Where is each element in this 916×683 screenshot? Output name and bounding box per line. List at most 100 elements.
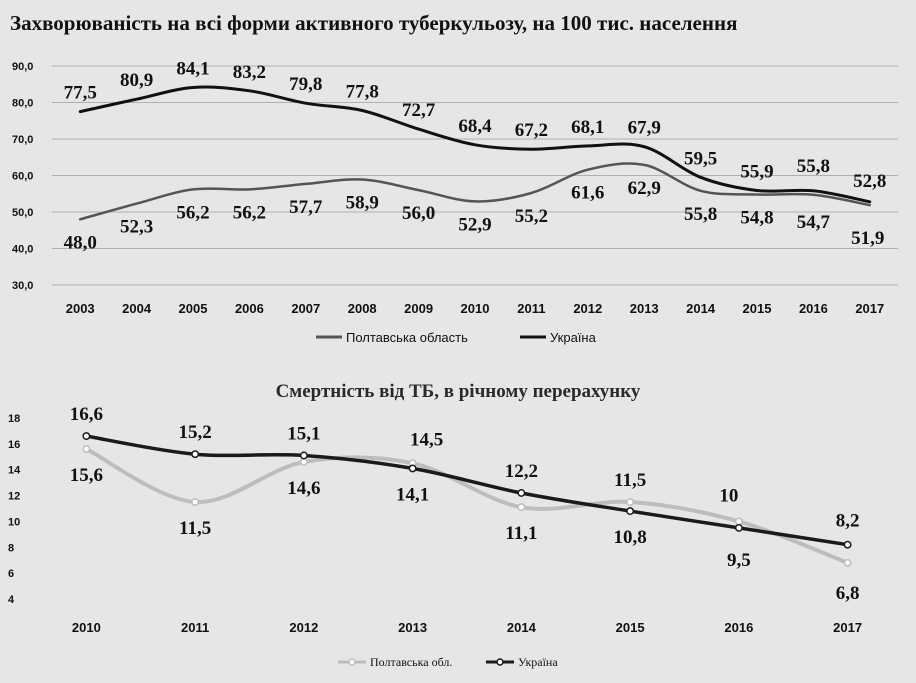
mortality-x-axis: 2010 2011 2012 2013 2014 2015 2016 2017 (72, 620, 862, 635)
legend-marker-ukraine-2 (496, 658, 504, 666)
data-label-poltava: 54,8 (740, 207, 773, 228)
series-line-ukraine (78, 85, 872, 204)
y-tick-label: 40,0 (12, 244, 33, 256)
data-label-ukraine-2: 10,8 (614, 527, 647, 548)
data-label-poltava-obl: 6,8 (836, 583, 860, 604)
data-label-poltava: 54,7 (797, 212, 831, 233)
legend-label-poltava-obl: Полтавська обл. (370, 655, 452, 669)
mortality-data-labels: 15,6 11,5 14,6 14,5 11,1 11,5 10 6,8 16,6 15,2 15,… (70, 404, 860, 604)
data-label-poltava: 48,0 (64, 232, 97, 253)
incidence-chart-title: Захворюваність на всі форми активного ту… (10, 11, 737, 35)
data-label-poltava-obl: 14,5 (410, 429, 443, 450)
marker-poltava-obl (191, 498, 200, 506)
x-tick-label: 2014 (507, 620, 537, 635)
x-tick-label: 2015 (743, 301, 772, 316)
data-label-ukraine-2: 9,5 (727, 550, 751, 571)
x-tick-label: 2005 (179, 301, 208, 316)
data-label-ukraine-2: 14,1 (396, 484, 429, 505)
data-label-ukraine: 79,8 (289, 74, 322, 95)
incidence-y-axis: 30,0 40,0 50,0 60,0 70,0 80,0 90,0 (12, 61, 33, 292)
marker-ukraine-2 (843, 540, 852, 549)
x-tick-label: 2010 (461, 301, 490, 316)
y-tick-label: 18 (8, 413, 20, 425)
y-tick-label: 12 (8, 491, 20, 503)
x-tick-label: 2007 (291, 301, 320, 316)
data-label-poltava: 56,0 (402, 203, 435, 224)
incidence-legend: Полтавська область Україна (316, 330, 597, 345)
data-label-ukraine: 77,8 (346, 82, 379, 103)
mortality-chart-title: Смертність від ТБ, в річному перерахунку (276, 381, 641, 402)
data-label-poltava: 52,9 (458, 214, 491, 235)
data-label-ukraine: 84,1 (176, 59, 209, 80)
data-label-ukraine: 59,5 (684, 148, 717, 169)
x-tick-label: 2003 (66, 301, 95, 316)
legend-label-ukraine-2: Україна (518, 655, 558, 669)
data-label-poltava: 56,2 (176, 202, 209, 223)
x-tick-label: 2017 (855, 301, 884, 316)
data-label-ukraine-2: 8,2 (836, 511, 860, 532)
x-tick-label: 2004 (122, 301, 152, 316)
data-label-poltava: 51,9 (851, 228, 884, 249)
marker-poltava-obl (82, 445, 91, 453)
y-tick-label: 6 (8, 568, 14, 580)
x-tick-label: 2016 (799, 301, 828, 316)
x-tick-label: 2012 (573, 301, 602, 316)
data-label-poltava-obl: 11,5 (614, 470, 646, 491)
series-line-poltava-obl (84, 447, 850, 565)
data-label-ukraine-2: 15,1 (287, 423, 320, 444)
marker-ukraine-2 (517, 489, 526, 497)
data-label-poltava-obl: 11,1 (505, 523, 537, 544)
data-label-poltava: 55,2 (515, 206, 548, 227)
data-label-ukraine: 68,4 (458, 116, 492, 137)
marker-ukraine-2 (82, 432, 91, 441)
data-label-poltava: 56,2 (233, 202, 266, 223)
y-tick-label: 14 (8, 465, 21, 477)
series-line-poltava (78, 162, 872, 221)
y-tick-label: 80,0 (12, 98, 33, 110)
x-tick-label: 2009 (404, 301, 433, 316)
incidence-series-lines (78, 85, 872, 221)
y-tick-label: 16 (8, 439, 20, 451)
data-label-poltava: 57,7 (289, 197, 323, 218)
data-label-poltava-obl: 10 (719, 485, 738, 506)
legend-label-ukraine: Україна (550, 330, 597, 345)
x-tick-label: 2010 (72, 620, 101, 635)
x-tick-label: 2013 (630, 301, 659, 316)
marker-ukraine-2 (734, 523, 743, 532)
marker-ukraine-2 (626, 507, 635, 516)
data-label-poltava-obl: 11,5 (179, 518, 211, 539)
y-tick-label: 8 (8, 542, 14, 554)
mortality-series-lines (84, 434, 850, 565)
data-label-ukraine: 68,1 (571, 117, 604, 138)
y-tick-label: 4 (8, 594, 15, 606)
y-tick-label: 10 (8, 516, 20, 528)
marker-poltava-obl (734, 517, 743, 526)
data-label-ukraine-2: 16,6 (70, 404, 103, 425)
y-tick-label: 70,0 (12, 134, 33, 146)
x-tick-label: 2012 (289, 620, 318, 635)
data-label-ukraine: 77,5 (64, 83, 97, 104)
x-tick-label: 2015 (616, 620, 645, 635)
data-label-ukraine: 72,7 (402, 100, 436, 121)
data-label-ukraine: 67,2 (515, 120, 548, 141)
data-label-ukraine-2: 12,2 (505, 461, 538, 482)
x-tick-label: 2013 (398, 620, 427, 635)
data-label-poltava-obl: 15,6 (70, 465, 103, 486)
marker-ukraine-2 (299, 451, 308, 460)
data-label-poltava-obl: 14,6 (287, 478, 320, 499)
incidence-x-axis: 2003 2004 2005 2006 2007 2008 2009 2010 2011 2012… (66, 301, 885, 316)
y-tick-label: 30,0 (12, 280, 33, 292)
x-tick-label: 2011 (517, 301, 545, 316)
y-tick-label: 60,0 (12, 171, 33, 183)
incidence-gridlines (52, 65, 898, 286)
mortality-y-axis: 4 6 8 10 12 14 16 18 (8, 413, 21, 606)
x-tick-label: 2014 (686, 301, 716, 316)
legend-marker-poltava-obl (348, 658, 356, 666)
incidence-data-labels: 48,0 52,3 56,2 56,2 57,7 58,9 56,0 52,9 55,2 61,6… (64, 59, 887, 254)
data-label-ukraine: 55,9 (740, 161, 773, 182)
mortality-legend: Полтавська обл. Україна (338, 655, 558, 669)
x-tick-label: 2008 (348, 301, 377, 316)
marker-poltava-obl (517, 503, 526, 512)
mortality-markers (82, 432, 852, 567)
mortality-chart: Смертність від ТБ, в річному перерахунку… (8, 381, 862, 669)
